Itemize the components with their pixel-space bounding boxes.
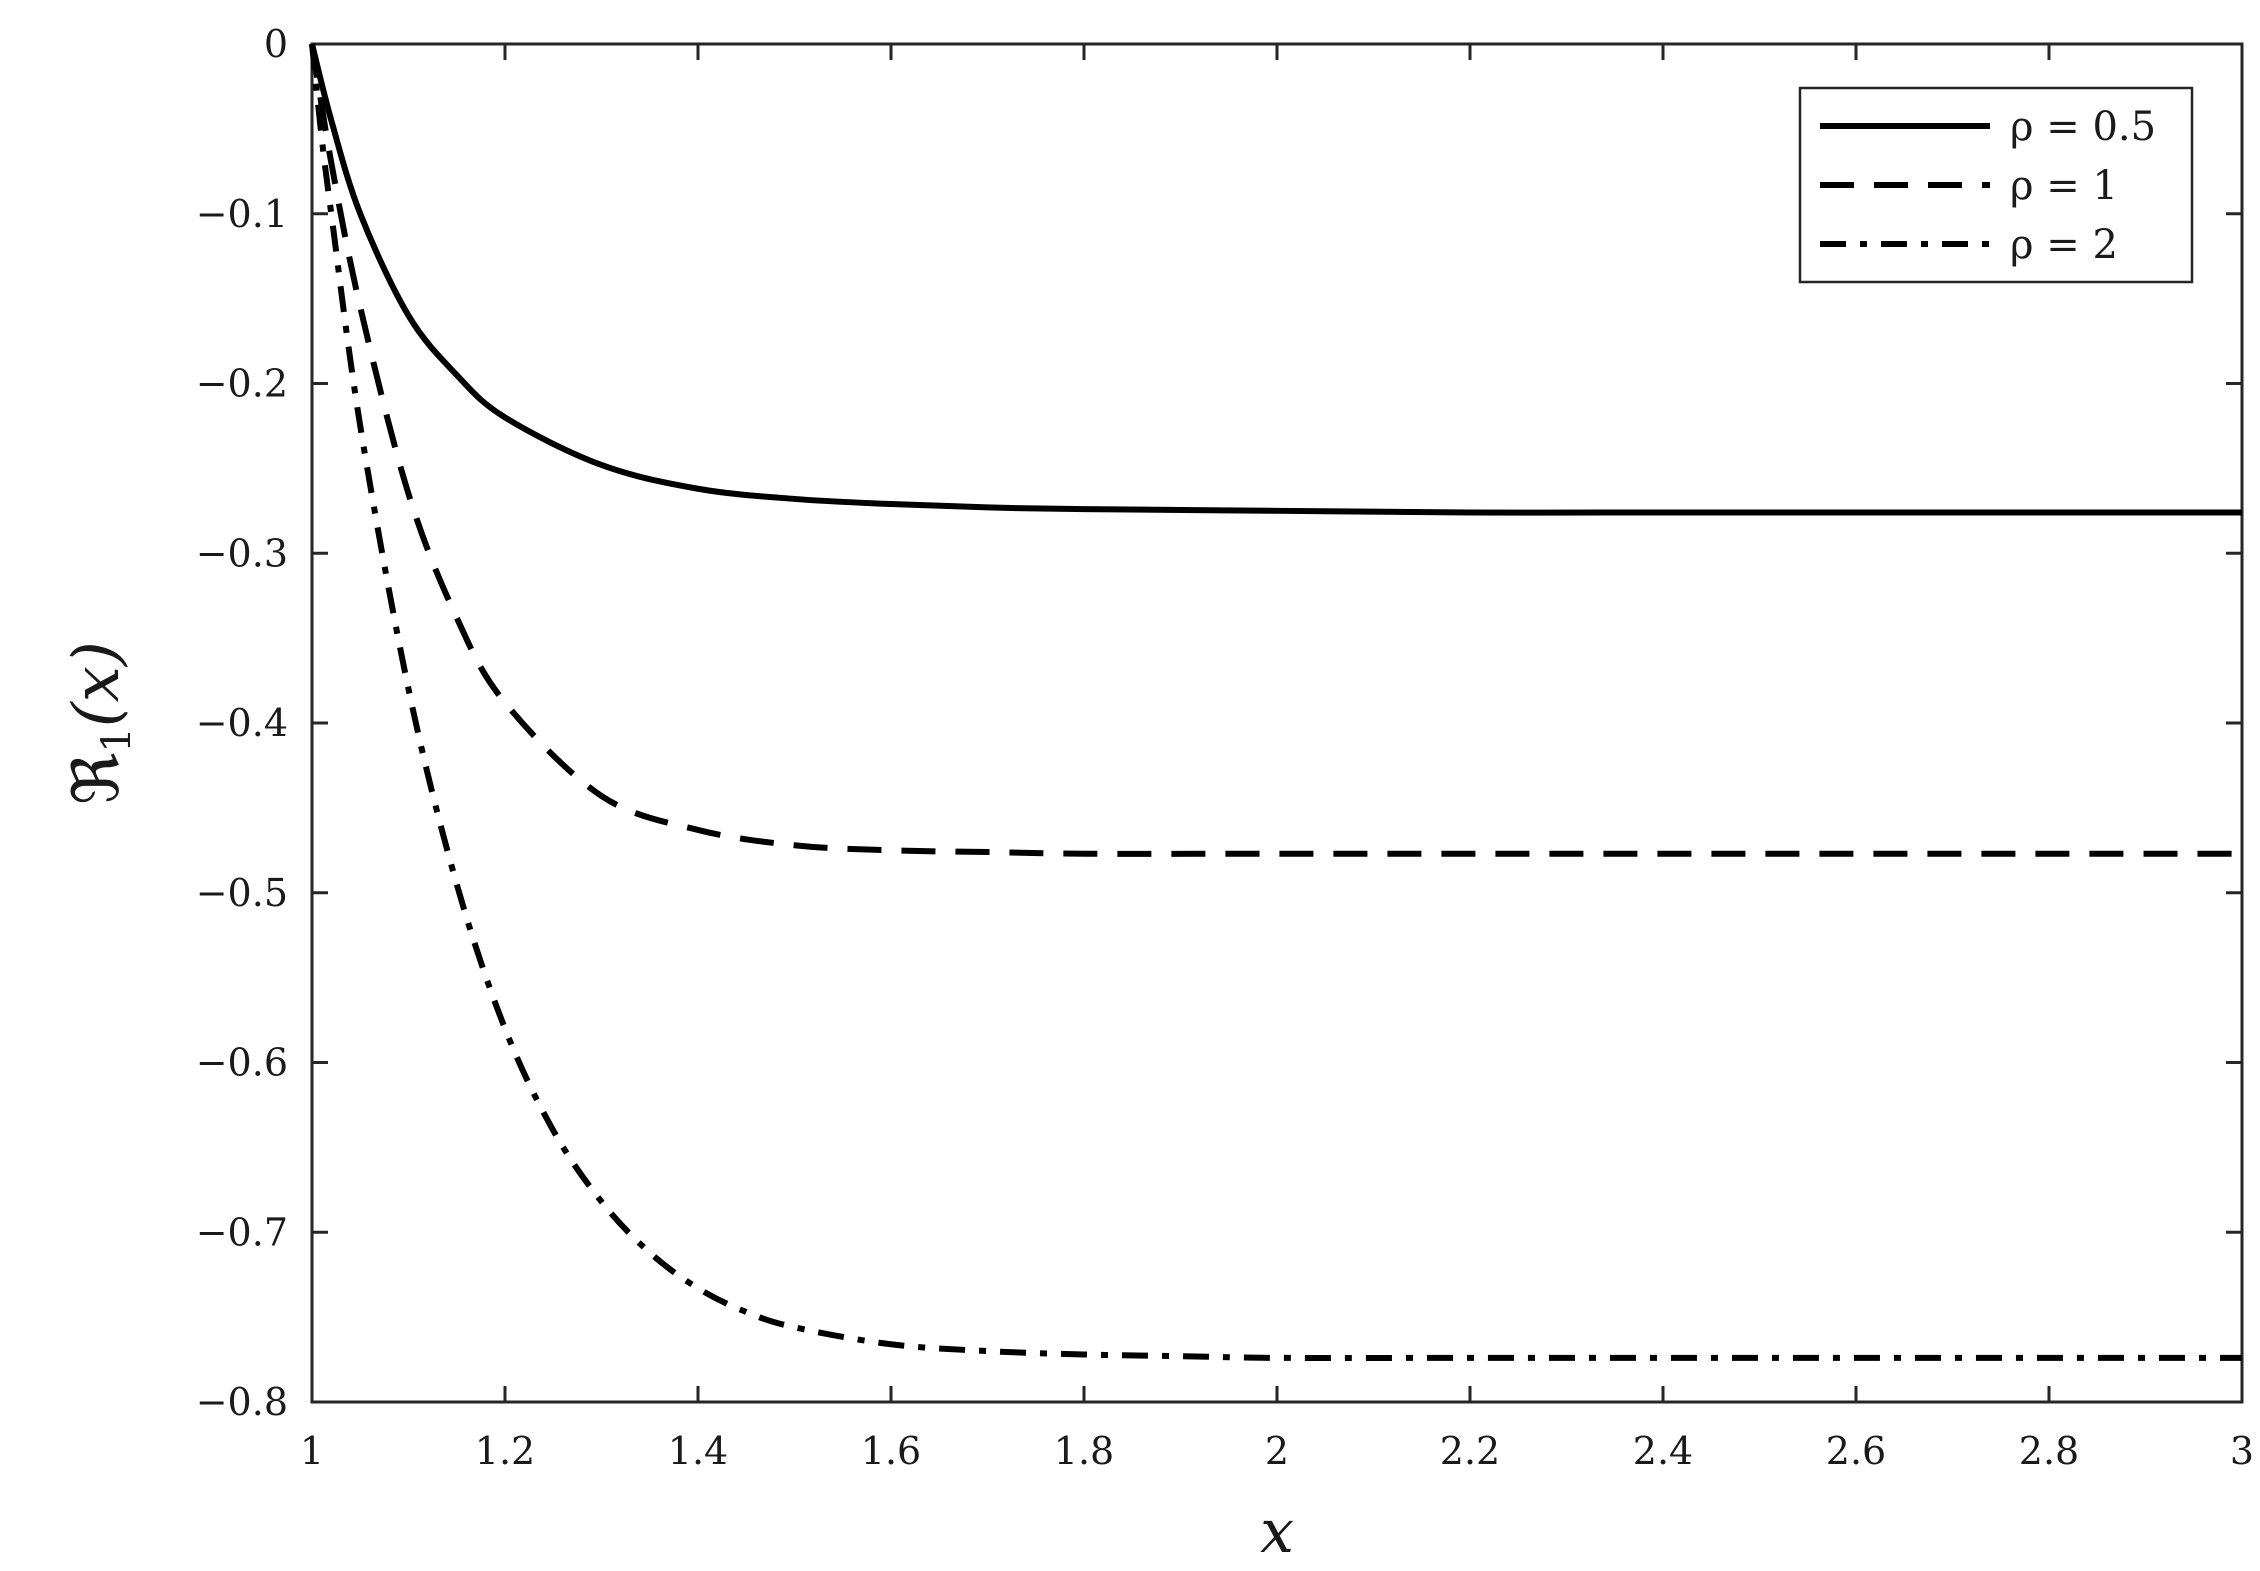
x-tick-label: 1.2 <box>475 1429 535 1473</box>
legend: ρ = 0.5 ρ = 1 ρ = 2 <box>1798 86 2194 284</box>
y-tick-label: −0.5 <box>196 871 288 915</box>
y-axis-title-argument: (x) <box>60 641 134 727</box>
y-axis-title: ℜ1(x) <box>60 641 140 805</box>
series-lines <box>309 43 2242 1361</box>
svg-text:ℜ1(x): ℜ1(x) <box>60 641 140 805</box>
x-tick-label: 2.2 <box>1440 1429 1500 1473</box>
y-axis-title-subscript: 1 <box>94 727 140 752</box>
y-tick-label: −0.6 <box>196 1041 288 1085</box>
x-tick-label: 2.4 <box>1633 1429 1693 1473</box>
y-tick-label: 0 <box>264 22 288 66</box>
x-tick-label: 1.6 <box>861 1429 921 1473</box>
legend-label-2: ρ = 1 <box>2010 163 2118 209</box>
y-axis: 0 −0.1 −0.2 −0.3 −0.4 −0.5 −0.6 −0.7 −0.8 <box>196 22 2242 1424</box>
legend-box <box>1798 86 2194 284</box>
y-tick-label: −0.3 <box>196 531 288 575</box>
x-tick-label: 1.4 <box>668 1429 728 1473</box>
y-tick-label: −0.1 <box>196 192 288 236</box>
x-axis-title: x <box>1260 1497 1294 1567</box>
x-tick-label: 2.6 <box>1826 1429 1886 1473</box>
y-tick-label: −0.7 <box>196 1210 288 1254</box>
y-tick-label: −0.4 <box>196 701 288 745</box>
x-tick-label: 1 <box>300 1429 324 1473</box>
y-tick-label: −0.2 <box>196 362 288 406</box>
series-line-1 <box>309 43 2242 516</box>
legend-label-1: ρ = 0.5 <box>2010 104 2156 150</box>
x-tick-label: 1.8 <box>1054 1429 1114 1473</box>
x-tick-label: 3 <box>2230 1429 2254 1473</box>
series-line-3 <box>309 43 2242 1361</box>
x-tick-label: 2 <box>1265 1429 1289 1473</box>
y-tick-label: −0.8 <box>196 1380 288 1424</box>
x-tick-label: 2.8 <box>2019 1429 2079 1473</box>
x-axis: 1 1.2 1.4 1.6 1.8 2 2.2 2.4 2.6 2.8 3 <box>300 44 2254 1473</box>
legend-label-3: ρ = 2 <box>2010 222 2118 268</box>
y-axis-title-main: ℜ <box>60 753 134 805</box>
